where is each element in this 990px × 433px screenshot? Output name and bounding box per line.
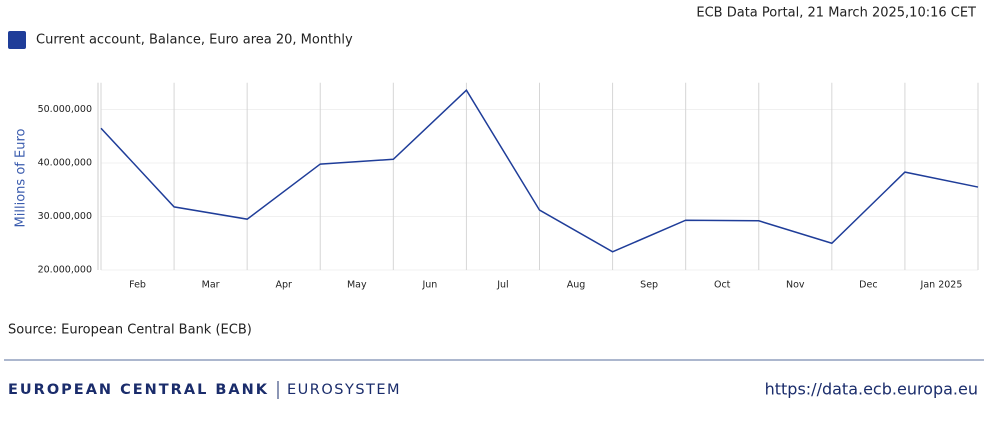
legend-label: Current account, Balance, Euro area 20, … — [36, 33, 353, 48]
x-tick-label: Nov — [786, 280, 805, 291]
brand: EUROPEAN CENTRAL BANK — [8, 382, 269, 398]
x-tick-label: Feb — [129, 280, 146, 291]
y-tick-label: 30.000,000 — [38, 211, 92, 222]
x-tick-label: Apr — [275, 280, 292, 291]
x-tick-label: Mar — [202, 280, 220, 291]
x-tick-label: Jun — [421, 280, 437, 291]
x-tick-label: May — [347, 280, 367, 291]
x-tick-label: Jul — [496, 280, 508, 291]
y-tick-label: 40.000,000 — [38, 158, 92, 169]
x-tick-label: Aug — [567, 280, 586, 291]
x-tick-label: Sep — [640, 280, 658, 291]
url: https://data.ecb.europa.eu — [765, 380, 978, 399]
eurosystem: EUROSYSTEM — [287, 382, 401, 398]
timestamp: ECB Data Portal, 21 March 2025,10:16 CET — [696, 6, 976, 21]
y-tick-label: 20.000,000 — [38, 265, 92, 276]
legend-swatch — [8, 31, 26, 49]
x-tick-label: Oct — [714, 280, 731, 291]
x-tick-label: Jan 2025 — [920, 280, 963, 291]
y-axis-label: Millions of Euro — [14, 129, 29, 228]
series-line — [100, 89, 979, 253]
source: Source: European Central Bank (ECB) — [8, 323, 252, 338]
x-tick-label: Dec — [859, 280, 877, 291]
y-tick-label: 50.000,000 — [38, 104, 92, 115]
